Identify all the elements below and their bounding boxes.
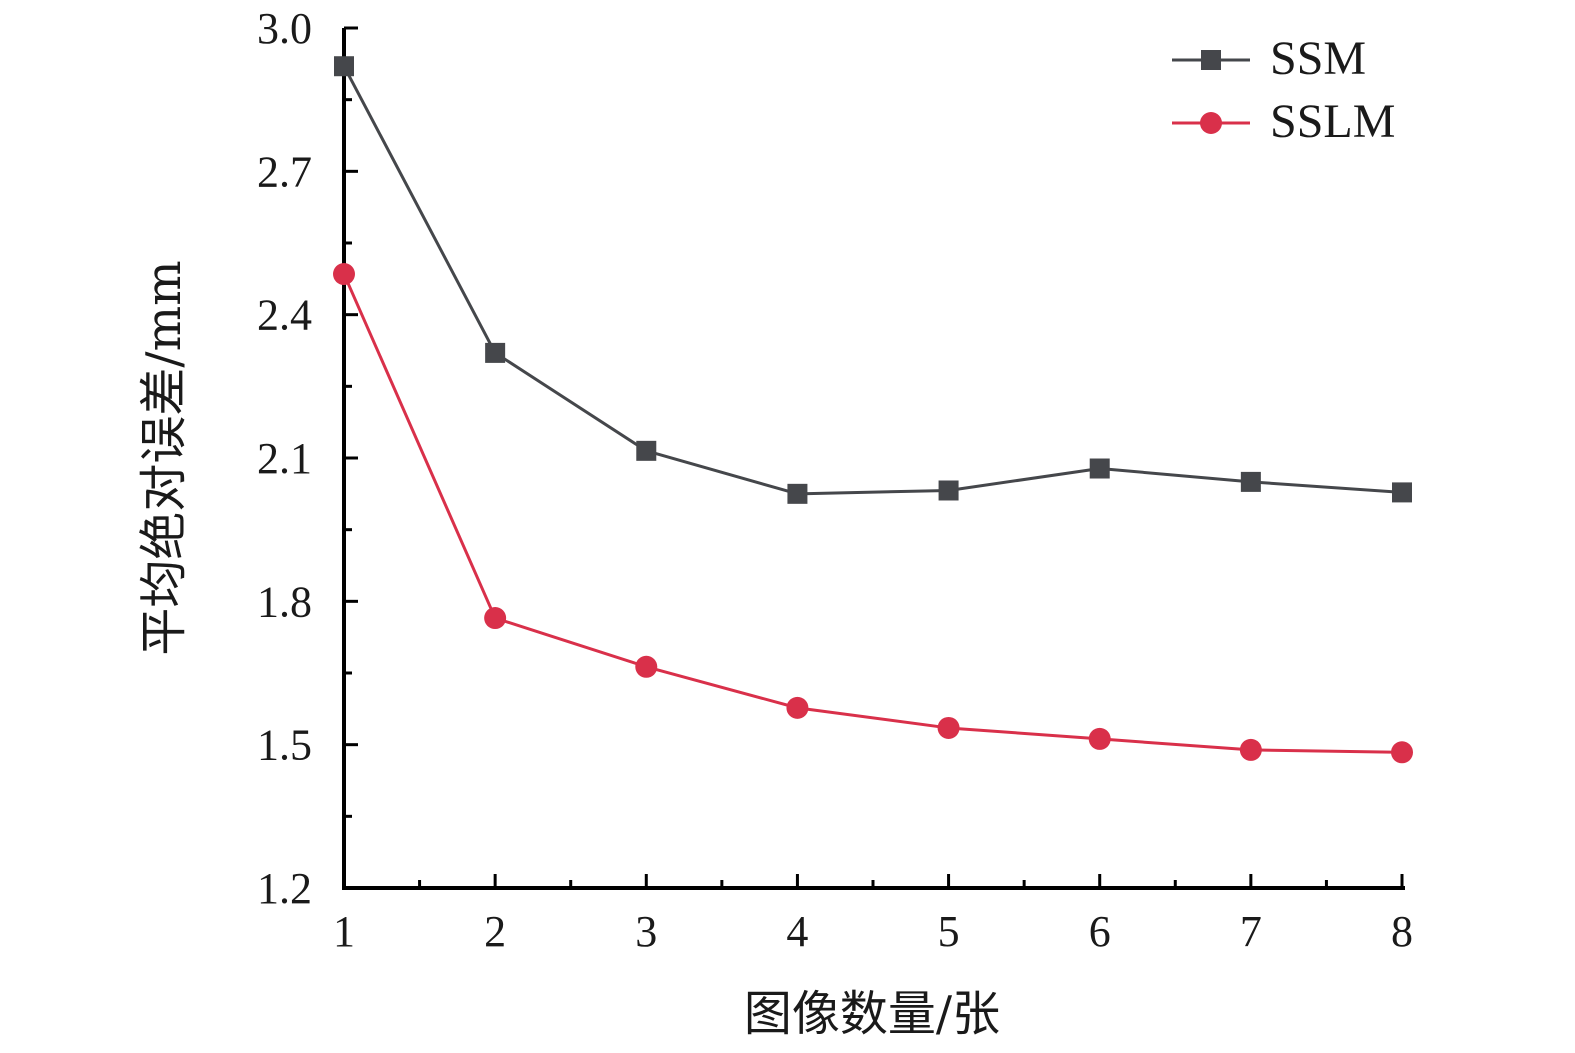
legend: SSM SSLM bbox=[1172, 32, 1395, 148]
ssm-point bbox=[1240, 471, 1261, 492]
x-tick-label: 7 bbox=[1240, 907, 1262, 956]
ssm-point bbox=[787, 483, 808, 504]
sslm-point bbox=[1239, 738, 1262, 761]
x-tick-label: 3 bbox=[635, 907, 657, 956]
tick-labels: 1 2 3 4 5 6 7 8 1.2 1.5 1.8 2.1 2.4 2.7 3.0 bbox=[257, 4, 1413, 956]
ssm-point bbox=[1089, 458, 1110, 479]
ssm-point bbox=[334, 56, 354, 77]
y-tick-label: 2.1 bbox=[257, 434, 312, 483]
ticks bbox=[342, 26, 1404, 890]
axes bbox=[342, 28, 1405, 890]
y-tick-label: 1.5 bbox=[257, 721, 312, 770]
x-tick-label: 4 bbox=[786, 907, 808, 956]
sslm-point bbox=[333, 263, 355, 286]
ssm-line bbox=[342, 65, 1403, 496]
y-tick-label: 2.7 bbox=[257, 147, 312, 196]
sslm-line bbox=[342, 273, 1403, 754]
ssm-point bbox=[485, 342, 506, 363]
ssm-point bbox=[636, 440, 657, 461]
sslm-point bbox=[635, 655, 658, 678]
legend-sslm-label: SSLM bbox=[1270, 95, 1395, 148]
sslm-point bbox=[484, 607, 507, 630]
legend-sslm-marker bbox=[1200, 112, 1222, 134]
x-tick-label: 5 bbox=[938, 907, 960, 956]
y-tick-label: 1.8 bbox=[257, 577, 312, 626]
legend-ssm-label: SSM bbox=[1270, 32, 1366, 85]
y-tick-label: 3.0 bbox=[257, 4, 312, 53]
ssm-point bbox=[938, 480, 959, 501]
ssm-point bbox=[1392, 482, 1412, 503]
x-axis-title: 图像数量/张 bbox=[744, 986, 1000, 1042]
y-tick-label: 2.4 bbox=[257, 291, 312, 340]
x-tick-label: 1 bbox=[333, 907, 355, 956]
x-tick-label: 8 bbox=[1391, 907, 1413, 956]
sslm-point bbox=[786, 696, 809, 719]
y-axis-title: 平均绝对误差/mm bbox=[136, 260, 192, 655]
sslm-point bbox=[937, 716, 960, 739]
sslm-point bbox=[1391, 741, 1413, 764]
y-tick-label: 1.2 bbox=[257, 864, 312, 913]
series bbox=[333, 56, 1413, 764]
x-tick-label: 2 bbox=[484, 907, 506, 956]
sslm-point bbox=[1088, 727, 1111, 750]
x-tick-label: 6 bbox=[1089, 907, 1111, 956]
legend-ssm-marker bbox=[1201, 50, 1221, 70]
